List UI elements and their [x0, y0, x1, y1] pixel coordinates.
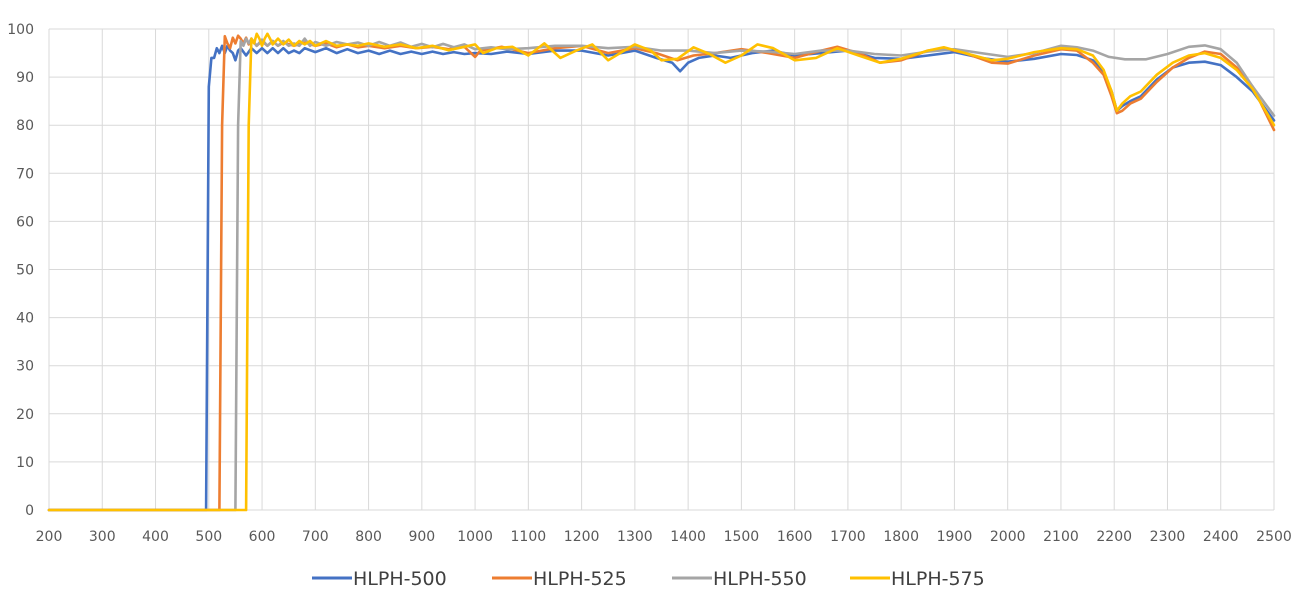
legend-label: HLPH-500	[353, 568, 447, 590]
series-line-hlph-500	[47, 44, 1276, 512]
x-tick-label: 200	[36, 529, 63, 545]
x-tick-label: 700	[302, 529, 329, 545]
x-tick-label: 1300	[617, 529, 653, 545]
series-line-hlph-525	[47, 34, 1276, 512]
x-tick-label: 600	[249, 529, 276, 545]
x-tick-label: 1900	[937, 529, 973, 545]
x-tick-label: 1400	[670, 529, 706, 545]
x-tick-label: 2400	[1203, 529, 1239, 545]
legend-label: HLPH-550	[713, 568, 807, 590]
x-tick-label: 300	[89, 529, 116, 545]
x-tick-label: 900	[408, 529, 435, 545]
x-tick-label: 2300	[1150, 529, 1186, 545]
y-tick-label: 0	[25, 503, 34, 519]
x-tick-label: 800	[355, 529, 382, 545]
y-tick-label: 20	[16, 407, 34, 423]
x-tick-label: 400	[142, 529, 169, 545]
y-tick-label: 10	[16, 455, 34, 471]
y-tick-label: 60	[16, 214, 34, 230]
grid	[48, 28, 1275, 511]
x-tick-label: 2500	[1256, 529, 1292, 545]
x-tick-label: 1000	[457, 529, 493, 545]
y-tick-label: 70	[16, 166, 34, 182]
x-tick-label: 1500	[724, 529, 760, 545]
series-lines	[47, 32, 1276, 512]
y-tick-label: 50	[16, 263, 34, 279]
legend-label: HLPH-525	[533, 568, 627, 590]
series-line-hlph-575	[47, 32, 1276, 512]
series-line-hlph-550	[47, 37, 1276, 512]
x-tick-label: 1600	[777, 529, 813, 545]
x-tick-label: 1200	[564, 529, 600, 545]
y-tick-label: 40	[16, 311, 34, 327]
x-tick-label: 2100	[1043, 529, 1079, 545]
legend-label: HLPH-575	[891, 568, 985, 590]
legend: HLPH-500 HLPH-525 HLPH-550 HLPH-575	[312, 568, 985, 590]
x-tick-label: 1800	[883, 529, 919, 545]
y-tick-label: 90	[16, 70, 34, 86]
x-tick-label: 2000	[990, 529, 1026, 545]
y-tick-label: 80	[16, 118, 34, 134]
y-tick-label: 30	[16, 359, 34, 375]
y-tick-label: 100	[7, 22, 34, 38]
x-tick-label: 2200	[1096, 529, 1132, 545]
x-axis-ticks: 200 300 400 500 600 700 800 900 1000 1100 1200 1300…	[36, 529, 1292, 545]
x-tick-label: 1700	[830, 529, 866, 545]
x-tick-label: 1100	[511, 529, 547, 545]
x-tick-label: 500	[195, 529, 222, 545]
y-axis-ticks: 0 10 20 30 40 50 60 70 80 90 100	[7, 22, 34, 519]
